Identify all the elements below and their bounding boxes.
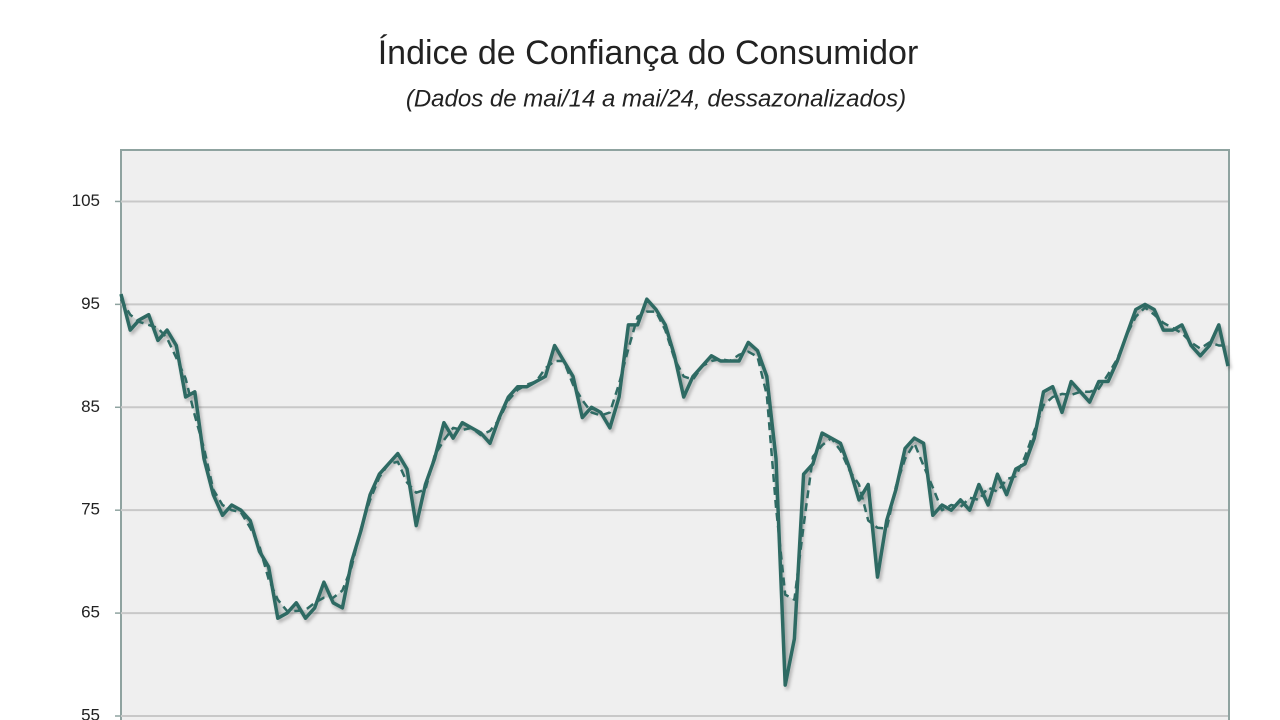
y-tick-label: 105 (72, 191, 100, 210)
y-tick-label: 75 (81, 500, 100, 519)
y-tick-label: 55 (81, 705, 100, 720)
plot-area (120, 149, 1230, 720)
chart-title: Índice de Confiança do Consumidor (378, 34, 919, 72)
y-tick-label: 65 (81, 603, 100, 622)
dashed-line (119, 298, 1228, 613)
y-tick-label: 95 (81, 294, 100, 313)
chart-subtitle: (Dados de mai/14 a mai/24, dessazonaliza… (406, 85, 906, 112)
y-tick-label: 85 (81, 397, 100, 416)
